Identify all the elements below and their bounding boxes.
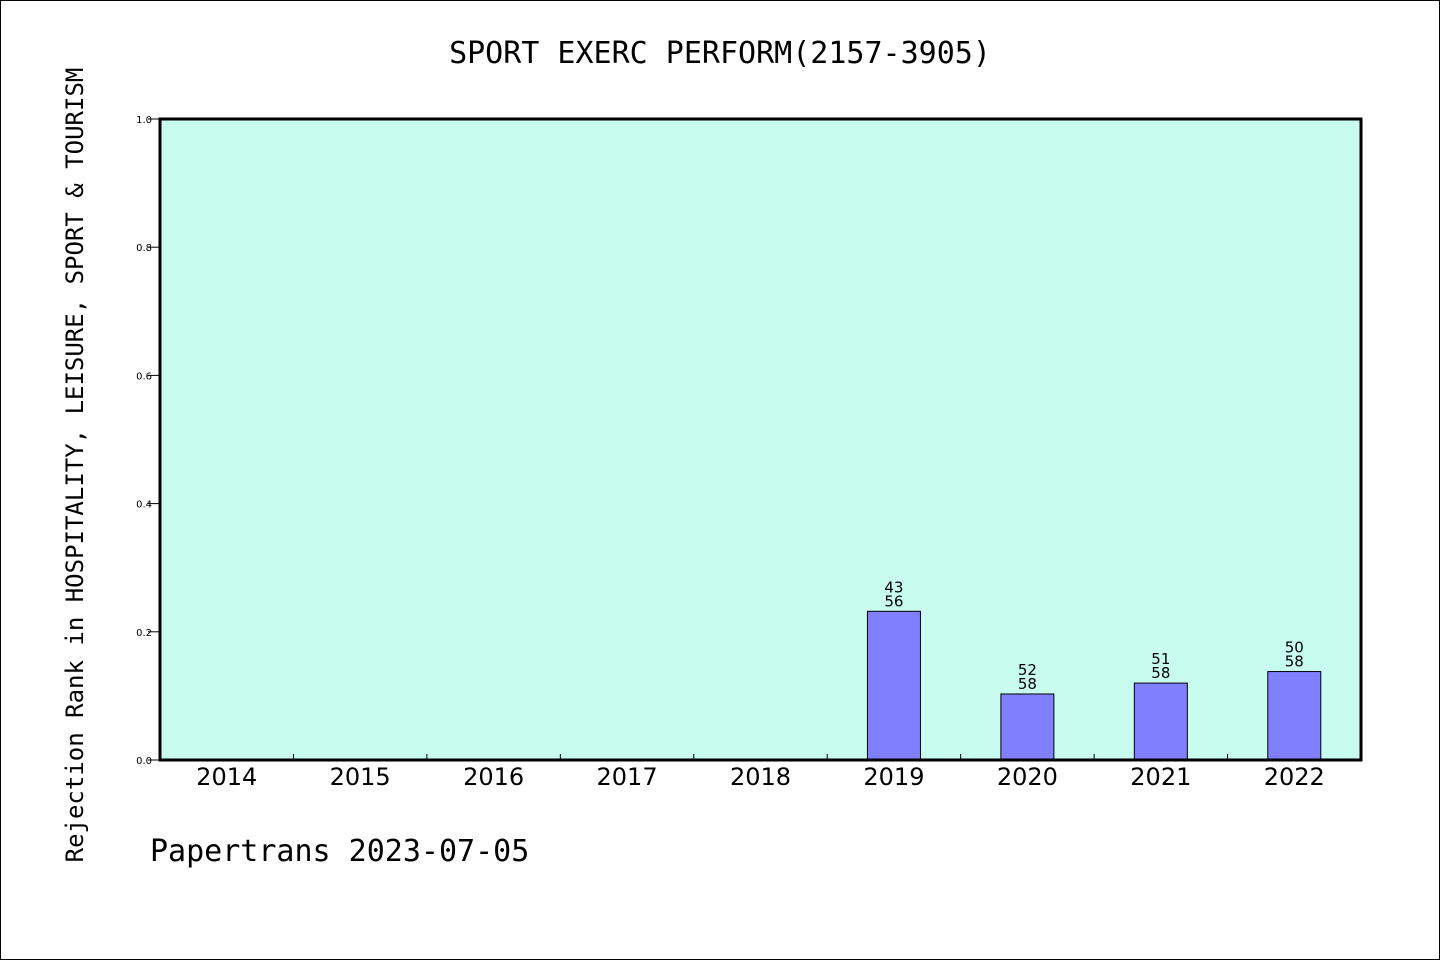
bar-label-bottom-2020: 58 <box>1018 675 1037 693</box>
bar-label-bottom-2022: 58 <box>1285 653 1304 671</box>
x-tick-label-2019: 2019 <box>863 763 924 791</box>
axes-layer: 2014 2015 2016 2017 2018 2019 2020 2021 2022 0.0 0… <box>136 115 1325 791</box>
plot-area <box>160 119 1361 760</box>
x-tick-label-2015: 2015 <box>330 763 391 791</box>
bar-label-top-2019: 43 <box>884 578 903 596</box>
footer-note: Papertrans 2023-07-05 <box>150 834 530 869</box>
x-tick-label-2022: 2022 <box>1264 763 1325 791</box>
y-tick-label-0.8: 0.8 <box>136 243 152 254</box>
y-tick-label-1.0: 1.0 <box>136 115 152 126</box>
x-tick-label-2016: 2016 <box>463 763 524 791</box>
x-tick-label-2018: 2018 <box>730 763 791 791</box>
y-tick-label-0.2: 0.2 <box>136 628 152 639</box>
plot-border <box>158 117 1363 762</box>
bars-layer <box>866 610 1322 761</box>
bar-2022 <box>1267 671 1322 761</box>
y-tick-label-0.6: 0.6 <box>136 371 152 382</box>
x-tick-label-2021: 2021 <box>1130 763 1191 791</box>
bar-2021 <box>1133 682 1188 761</box>
bar-label-bottom-2019: 56 <box>884 592 903 610</box>
chart-title: SPORT EXERC PERFORM(2157-3905) <box>449 36 991 71</box>
x-tick-label-2014: 2014 <box>196 763 257 791</box>
x-tick-label-2017: 2017 <box>597 763 658 791</box>
bar-label-bottom-2021: 58 <box>1151 664 1170 682</box>
bar-label-top-2020: 52 <box>1018 661 1037 679</box>
bar-label-top-2021: 51 <box>1151 650 1170 668</box>
bar-2019 <box>866 610 921 761</box>
x-tick-label-2020: 2020 <box>997 763 1058 791</box>
y-tick-label-0.4: 0.4 <box>136 500 152 511</box>
y-tick-label-0.0: 0.0 <box>136 756 152 767</box>
bar-2020 <box>1000 693 1055 761</box>
bar-label-top-2022: 50 <box>1285 639 1304 657</box>
